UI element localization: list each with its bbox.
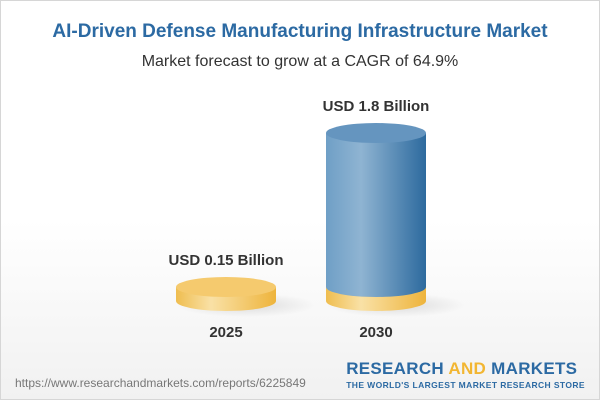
chart-subtitle: Market forecast to grow at a CAGR of 64.… — [141, 53, 459, 70]
category-label: 2030 — [359, 324, 392, 341]
source-url: https://www.researchandmarkets.com/repor… — [15, 376, 306, 390]
data-label: USD 1.8 Billion — [323, 98, 430, 115]
category-label: 2025 — [209, 324, 242, 341]
bar-2030-body — [326, 133, 426, 297]
research-and-markets-logo: RESEARCH AND MARKETS THE WORLD'S LARGEST… — [346, 359, 585, 390]
bar-2025-top — [176, 277, 276, 297]
bar-2030-top — [326, 123, 426, 143]
chart-title: AI-Driven Defense Manufacturing Infrastr… — [52, 21, 548, 42]
data-label: USD 0.15 Billion — [168, 252, 283, 269]
